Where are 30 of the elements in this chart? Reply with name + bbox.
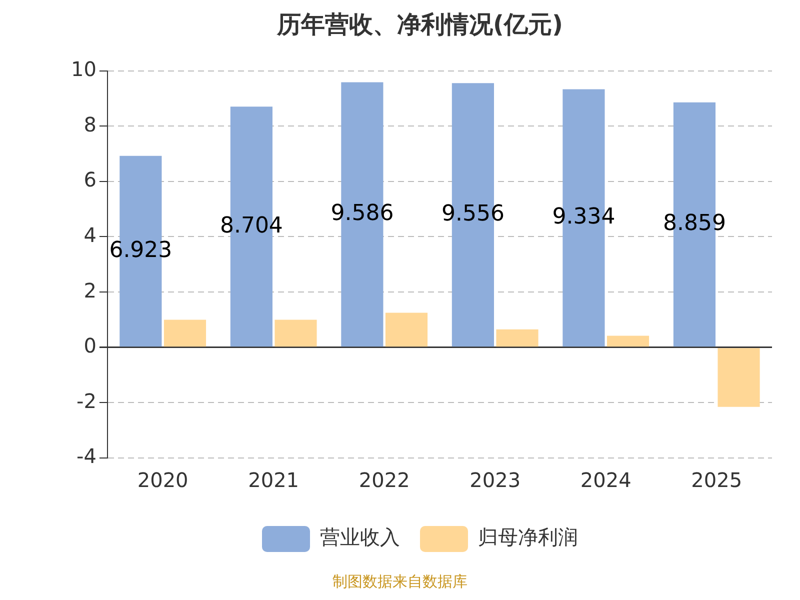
- y-tick-label: -2: [76, 388, 96, 413]
- data-label: 9.556: [441, 202, 504, 227]
- x-tick-label: 2021: [248, 468, 300, 492]
- y-tick-label: 2: [84, 278, 96, 302]
- y-tick-label: 6: [84, 168, 96, 192]
- x-tick-label: 2024: [580, 468, 632, 492]
- bar: [496, 329, 538, 347]
- legend-label: 归母净利润: [478, 525, 578, 550]
- data-label: 9.334: [552, 204, 616, 230]
- chart-title: 历年营收、净利情况(亿元): [276, 10, 563, 39]
- bar: [164, 320, 206, 347]
- x-tick-label: 2022: [358, 468, 410, 492]
- data-label: 6.923: [109, 238, 172, 263]
- data-label: 8.859: [662, 211, 726, 236]
- x-tick-label: 2020: [137, 468, 188, 492]
- y-tick-label: 4: [84, 222, 96, 247]
- y-tick-label: 0: [84, 334, 96, 358]
- bar: [718, 348, 760, 407]
- y-tick-label: 8: [84, 112, 96, 136]
- x-tick-label: 2025: [691, 468, 742, 492]
- data-label: 8.704: [220, 213, 283, 238]
- bar: [606, 336, 650, 347]
- bar: [385, 312, 428, 347]
- y-tick-label: 10: [70, 57, 96, 82]
- x-tick-label: 2023: [470, 468, 521, 492]
- data-label: 9.586: [330, 201, 394, 226]
- y-tick-label: -4: [76, 444, 96, 468]
- text: 制图数据来自数据库: [332, 572, 468, 590]
- legend-label: 营业收入: [320, 525, 400, 550]
- bar: [274, 320, 317, 347]
